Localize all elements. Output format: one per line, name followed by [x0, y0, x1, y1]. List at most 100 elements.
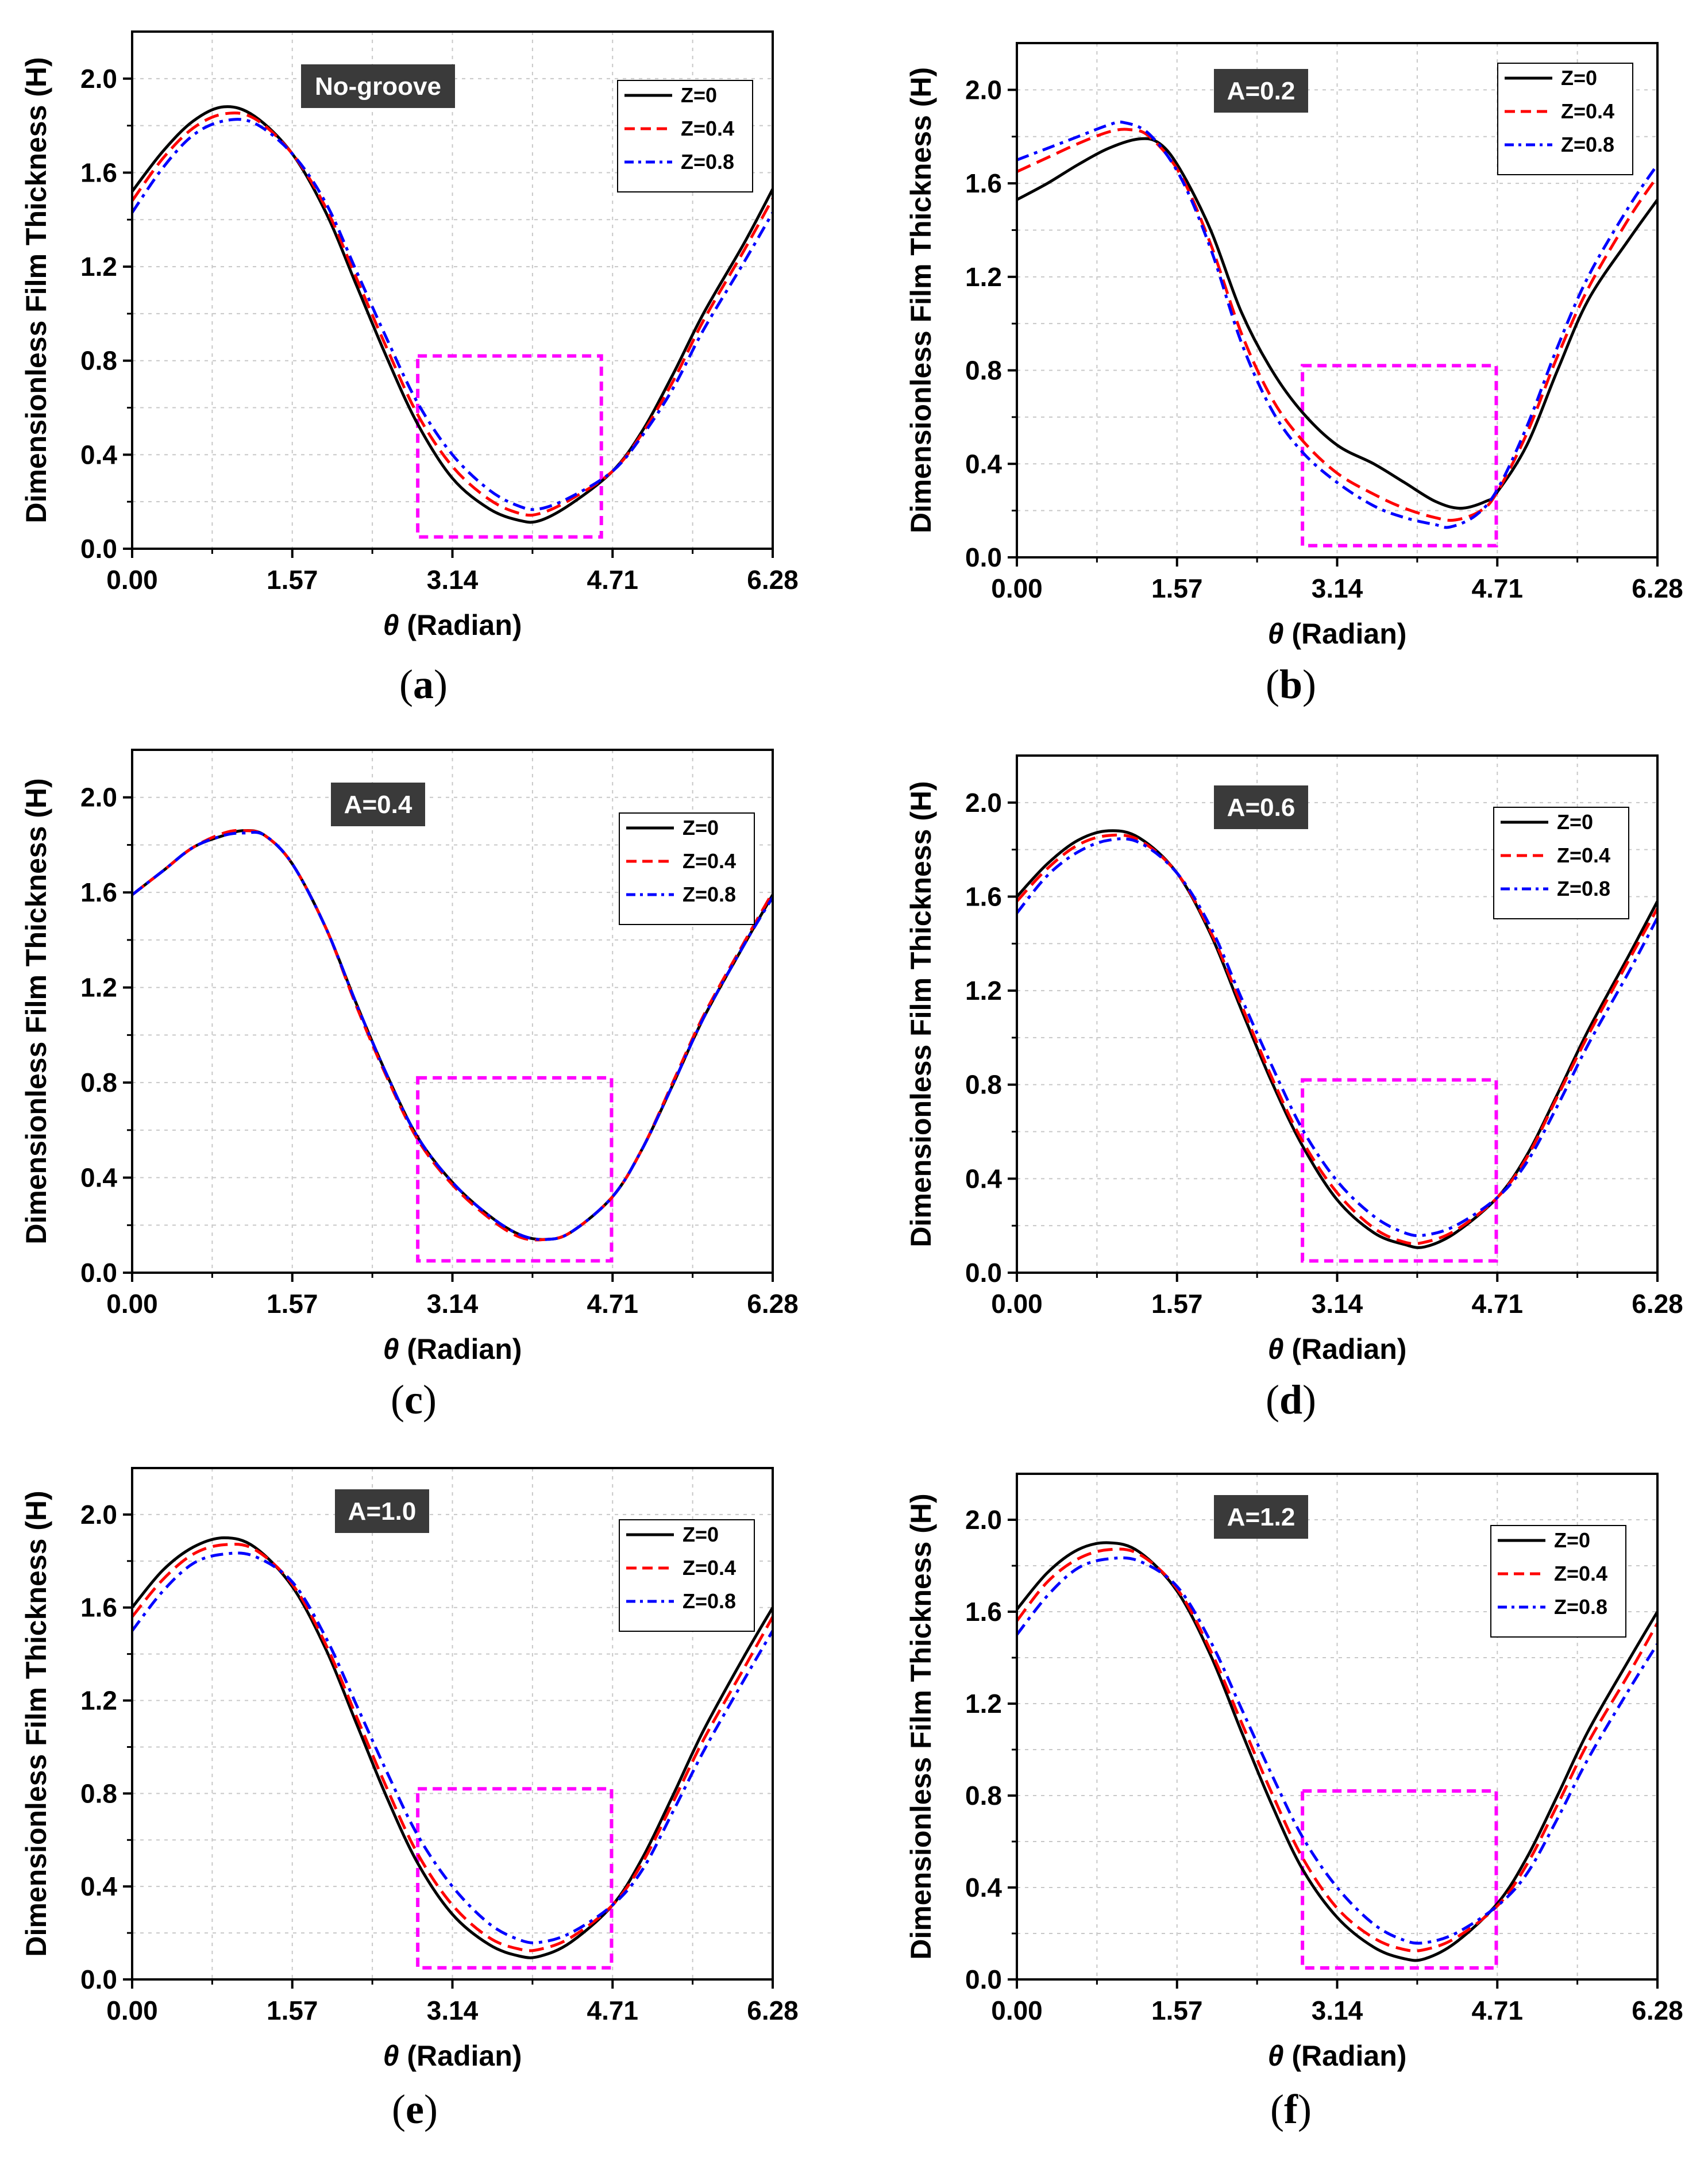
legend-label: Z=0 — [683, 816, 719, 839]
legend-label: Z=0 — [1561, 66, 1597, 90]
y-tick-label: 2.0 — [80, 783, 117, 812]
y-tick-label: 0.0 — [80, 1964, 117, 1994]
legend-box — [1490, 1525, 1626, 1638]
y-tick-label: 0.4 — [965, 449, 1002, 479]
x-axis-label: θ (Radian) — [383, 2040, 522, 2072]
series-line-Z08 — [131, 1551, 774, 1944]
x-tick-label: 3.14 — [427, 1996, 479, 2025]
y-axis-label: Dimensionless Film Thickness (H) — [20, 57, 52, 523]
y-tick-label: 2.0 — [965, 788, 1002, 818]
chart-panel-e: 0.00 1.57 3.14 4.71 6.28 0.0 0.4 0.8 1.2 1.6 2.0 θ … — [20, 1467, 799, 2132]
y-tick-label: 0.4 — [80, 1163, 117, 1193]
panel-caption: (b) — [1266, 661, 1316, 707]
y-tick-label: 2.0 — [965, 75, 1002, 105]
x-tick-label: 4.71 — [587, 565, 638, 595]
x-tick-label: 0.00 — [106, 1996, 158, 2025]
theta-symbol: θ — [383, 1333, 407, 1365]
x-tick-label: 4.71 — [1471, 573, 1523, 603]
x-tick-label: 3.14 — [1312, 1289, 1363, 1319]
x-tick-label: 0.00 — [106, 565, 158, 595]
panel-caption: (a) — [399, 661, 448, 707]
x-tick-label: 0.00 — [991, 1996, 1043, 2025]
y-tick-label: 2.0 — [80, 1500, 117, 1530]
x-tick-label: 3.14 — [427, 1289, 479, 1319]
x-tick-label: 1.57 — [267, 1289, 318, 1319]
panel-caption: (c) — [391, 1377, 437, 1423]
x-tick-label: 1.57 — [1151, 573, 1203, 603]
highlight-box — [1301, 1078, 1498, 1263]
legend-label: Z=0 — [681, 83, 717, 107]
series-line-Z04 — [1016, 1547, 1659, 1952]
x-tick-label: 4.71 — [587, 1996, 638, 2025]
x-axis-label: θ (Radian) — [1268, 1333, 1407, 1365]
x-tick-label: 6.28 — [747, 565, 799, 595]
legend-label: Z=0.8 — [1561, 133, 1614, 156]
legend-label: Z=0.4 — [1554, 1562, 1607, 1585]
x-axis-label: θ (Radian) — [1268, 618, 1407, 650]
legend-label: Z=0.8 — [683, 883, 736, 906]
y-tick-label: 1.6 — [80, 157, 117, 187]
y-tick-label: 1.2 — [80, 1686, 117, 1716]
y-tick-label: 1.2 — [965, 976, 1002, 1006]
legend-box — [619, 1519, 755, 1632]
chart-panel-c: 0.00 1.57 3.14 4.71 6.28 0.0 0.4 0.8 1.2 1.6 2.0 θ … — [20, 749, 799, 1423]
x-tick-label: 3.14 — [427, 565, 479, 595]
x-tick-label: 1.57 — [1151, 1289, 1203, 1319]
series-line-Z08 — [1016, 120, 1659, 529]
legend-label: Z=0 — [1557, 810, 1593, 834]
legend-label: Z=0.8 — [681, 150, 734, 174]
y-tick-label: 0.0 — [965, 1964, 1002, 1994]
series-line-Z08 — [1016, 837, 1659, 1238]
legend-label: Z=0.4 — [681, 117, 734, 140]
highlight-box — [1301, 364, 1498, 548]
legend-label: Z=0.8 — [1554, 1595, 1607, 1619]
x-tick-label: 1.57 — [267, 565, 318, 595]
legend-box — [1497, 63, 1633, 175]
y-tick-label: 1.6 — [965, 881, 1002, 911]
panel-tag-box — [335, 1489, 429, 1533]
y-tick-label: 2.0 — [965, 1505, 1002, 1535]
x-axis-unit: (Radian) — [1291, 618, 1406, 650]
legend-label: Z=0.4 — [683, 1556, 736, 1580]
legend-box — [619, 812, 755, 925]
theta-symbol: θ — [383, 2040, 407, 2072]
y-tick-label: 1.6 — [965, 168, 1002, 198]
series-line-Z0 — [131, 1536, 774, 1959]
x-tick-label: 4.71 — [1471, 1289, 1523, 1319]
x-tick-label: 1.57 — [267, 1996, 318, 2025]
highlight-box — [416, 354, 603, 539]
series-line-Z04 — [1016, 833, 1659, 1246]
x-tick-label: 6.28 — [1632, 1289, 1683, 1319]
y-axis-label: Dimensionless Film Thickness (H) — [20, 1490, 52, 1956]
legend-box — [617, 80, 753, 192]
panel-tag-label: A=0.2 — [1227, 77, 1296, 105]
legend-label: Z=0 — [1554, 1528, 1590, 1552]
theta-symbol: θ — [1268, 1333, 1292, 1365]
x-axis-label: θ (Radian) — [1268, 2040, 1407, 2072]
series-line-Z08 — [130, 118, 774, 511]
series-line-Z0 — [1016, 137, 1659, 510]
panel-tag-box — [301, 64, 455, 108]
series-line-Z08 — [131, 830, 774, 1241]
y-tick-label: 0.8 — [965, 356, 1002, 386]
y-tick-label: 1.2 — [80, 252, 117, 282]
series-line-Z0 — [1016, 829, 1659, 1249]
y-tick-label: 0.0 — [965, 542, 1002, 572]
legend-label: Z=0.4 — [683, 849, 736, 873]
legend-label: Z=0.4 — [1561, 99, 1614, 123]
series-line-Z08 — [1016, 1556, 1659, 1945]
y-axis-label: Dimensionless Film Thickness (H) — [20, 778, 52, 1244]
legend-label: Z=0 — [683, 1523, 719, 1546]
theta-symbol: θ — [1268, 618, 1292, 650]
x-tick-label: 3.14 — [1312, 573, 1363, 603]
y-tick-label: 0.8 — [965, 1070, 1002, 1100]
panel-tag-label: No-groove — [315, 72, 441, 101]
x-axis-unit: (Radian) — [1291, 1333, 1406, 1365]
y-tick-label: 1.6 — [965, 1597, 1002, 1627]
y-tick-label: 1.2 — [965, 1689, 1002, 1719]
panel-tag-box — [1214, 69, 1308, 113]
x-axis-label: θ (Radian) — [383, 609, 522, 641]
panel-tag-box — [1214, 785, 1308, 829]
x-tick-label: 6.28 — [747, 1289, 799, 1319]
